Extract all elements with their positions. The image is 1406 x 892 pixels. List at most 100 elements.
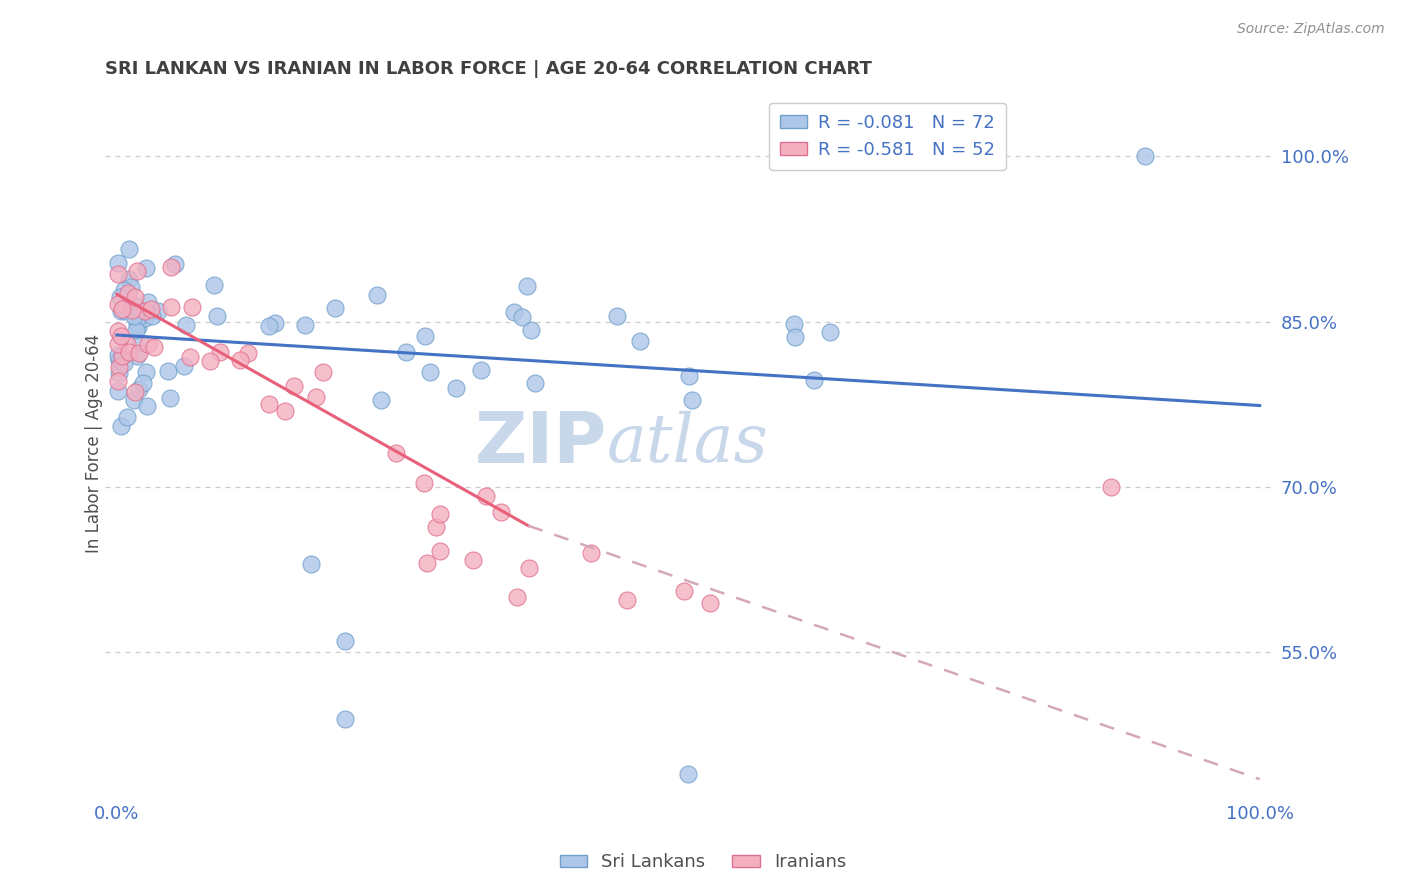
Point xyxy=(173,359,195,374)
Point xyxy=(1099,480,1122,494)
Point xyxy=(111,301,134,316)
Point xyxy=(124,384,146,399)
Point xyxy=(146,304,169,318)
Text: SRI LANKAN VS IRANIAN IN LABOR FORCE | AGE 20-64 CORRELATION CHART: SRI LANKAN VS IRANIAN IN LABOR FORCE | A… xyxy=(105,60,872,78)
Point xyxy=(699,596,721,610)
Point xyxy=(108,366,131,380)
Point xyxy=(134,303,156,318)
Point xyxy=(180,300,202,314)
Text: ZIP: ZIP xyxy=(474,409,606,477)
Point xyxy=(141,302,163,317)
Point xyxy=(160,300,183,314)
Point xyxy=(323,301,346,315)
Point xyxy=(681,392,703,407)
Point xyxy=(110,304,132,318)
Point xyxy=(517,561,540,575)
Point xyxy=(259,396,281,410)
Point xyxy=(124,299,146,313)
Point xyxy=(118,242,141,256)
Point xyxy=(124,290,146,304)
Point xyxy=(157,364,180,378)
Text: Source: ZipAtlas.com: Source: ZipAtlas.com xyxy=(1237,22,1385,37)
Point xyxy=(117,286,139,301)
Point xyxy=(115,410,138,425)
Point xyxy=(366,288,388,302)
Point xyxy=(257,318,280,333)
Point xyxy=(136,399,159,413)
Point xyxy=(425,520,447,534)
Point xyxy=(114,356,136,370)
Point xyxy=(179,350,201,364)
Point xyxy=(515,279,537,293)
Point xyxy=(229,352,252,367)
Point xyxy=(128,382,150,396)
Point xyxy=(463,553,485,567)
Point xyxy=(124,392,146,407)
Point xyxy=(335,712,357,726)
Point xyxy=(274,403,297,417)
Point xyxy=(416,557,439,571)
Point xyxy=(305,390,328,404)
Point xyxy=(385,445,408,459)
Point xyxy=(115,337,138,351)
Point xyxy=(141,309,163,323)
Point xyxy=(489,505,512,519)
Point xyxy=(118,345,141,359)
Point xyxy=(128,309,150,323)
Point xyxy=(107,348,129,362)
Point xyxy=(581,546,603,560)
Point xyxy=(136,337,159,351)
Text: atlas: atlas xyxy=(606,410,769,475)
Point xyxy=(299,558,322,572)
Point xyxy=(125,316,148,330)
Point xyxy=(163,257,186,271)
Point xyxy=(616,592,638,607)
Point xyxy=(205,309,228,323)
Point xyxy=(200,354,222,368)
Point xyxy=(1135,149,1157,163)
Point xyxy=(112,283,135,297)
Point xyxy=(125,323,148,337)
Point xyxy=(108,352,131,367)
Point xyxy=(413,476,436,491)
Point xyxy=(524,376,547,391)
Point xyxy=(470,363,492,377)
Point xyxy=(107,360,129,375)
Point xyxy=(110,419,132,434)
Point xyxy=(125,349,148,363)
Point xyxy=(135,261,157,276)
Point xyxy=(111,350,134,364)
Point xyxy=(107,375,129,389)
Point xyxy=(283,378,305,392)
Point xyxy=(143,340,166,354)
Point xyxy=(110,328,132,343)
Point xyxy=(783,330,806,344)
Point xyxy=(419,365,441,379)
Point xyxy=(413,329,436,343)
Point xyxy=(475,489,498,503)
Point xyxy=(114,304,136,318)
Point xyxy=(506,591,529,605)
Point xyxy=(111,349,134,363)
Point xyxy=(202,278,225,293)
Point xyxy=(678,369,700,384)
Point xyxy=(335,634,357,648)
Point xyxy=(818,326,841,340)
Point xyxy=(519,323,541,337)
Point xyxy=(159,392,181,406)
Point xyxy=(129,334,152,349)
Point xyxy=(132,376,155,390)
Point xyxy=(429,508,451,522)
Point xyxy=(107,384,129,399)
Point xyxy=(803,373,825,387)
Point xyxy=(678,766,700,780)
Point xyxy=(118,272,141,286)
Point xyxy=(395,345,418,359)
Point xyxy=(107,337,129,351)
Point xyxy=(136,294,159,309)
Point xyxy=(238,346,260,360)
Point xyxy=(672,583,695,598)
Point xyxy=(444,381,467,395)
Point xyxy=(127,319,149,334)
Point xyxy=(294,318,316,333)
